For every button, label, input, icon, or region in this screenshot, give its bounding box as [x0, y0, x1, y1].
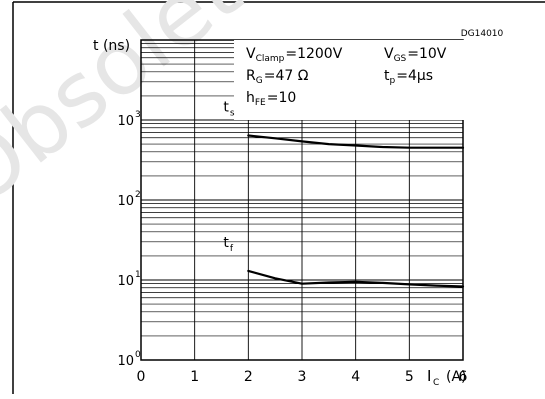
- condition-value: =1200V: [285, 46, 342, 62]
- condition-symbol: V: [384, 46, 394, 62]
- condition-symbol: h: [246, 90, 255, 106]
- condition-symbol: R: [246, 68, 256, 84]
- x-tick-label: 2: [244, 369, 253, 385]
- y-tick-label: 10 0: [117, 350, 141, 369]
- condition-value: =4μs: [396, 68, 433, 84]
- y-tick-base: 10: [117, 114, 134, 129]
- x-tick-label: 1: [190, 369, 199, 385]
- series-label-ts: ts: [223, 100, 235, 119]
- x-axis-label: I C (A): [427, 367, 467, 388]
- x-axis-label-unit: (A): [446, 369, 467, 385]
- x-tick-label: 3: [298, 369, 307, 385]
- y-tick-label: 10 1: [117, 270, 140, 289]
- condition-text: hFE=10: [246, 90, 296, 108]
- condition-value: =10V: [407, 46, 447, 62]
- y-tick-base: 10: [117, 274, 134, 289]
- x-tick-label: 0: [137, 369, 146, 385]
- figure-code: DG14010: [461, 29, 504, 39]
- series-label-tf: tf: [223, 235, 234, 254]
- series-label-sub: s: [230, 109, 235, 119]
- y-tick-exponent: 2: [135, 190, 141, 200]
- y-tick-exponent: 0: [135, 350, 141, 360]
- condition-subscript: FE: [255, 98, 266, 108]
- condition-text: VGS=10V: [384, 46, 447, 64]
- condition-subscript: Clamp: [256, 54, 285, 64]
- x-axis-label-sub: C: [433, 378, 439, 388]
- y-tick-base: 10: [117, 354, 134, 369]
- x-tick-label: 4: [351, 369, 360, 385]
- series-label-sub: f: [230, 244, 234, 254]
- y-axis-label: t (ns): [93, 38, 130, 54]
- x-tick-label: 5: [405, 369, 414, 385]
- condition-value: =10: [267, 90, 297, 106]
- condition-subscript: GS: [394, 54, 407, 64]
- condition-subscript: p: [390, 76, 396, 86]
- y-tick-base: 10: [117, 194, 134, 209]
- condition-symbol: V: [246, 46, 256, 62]
- x-axis-label-main: I: [427, 367, 431, 385]
- y-tick-exponent: 1: [135, 270, 141, 280]
- y-tick-label: 10 2: [117, 190, 140, 209]
- series-label-main: t: [223, 100, 229, 116]
- series-label-main: t: [223, 235, 229, 251]
- y-tick-exponent: 3: [135, 110, 141, 120]
- condition-text: RG=47 Ω: [246, 68, 309, 86]
- condition-subscript: G: [256, 76, 263, 86]
- condition-value: =47 Ω: [264, 68, 309, 84]
